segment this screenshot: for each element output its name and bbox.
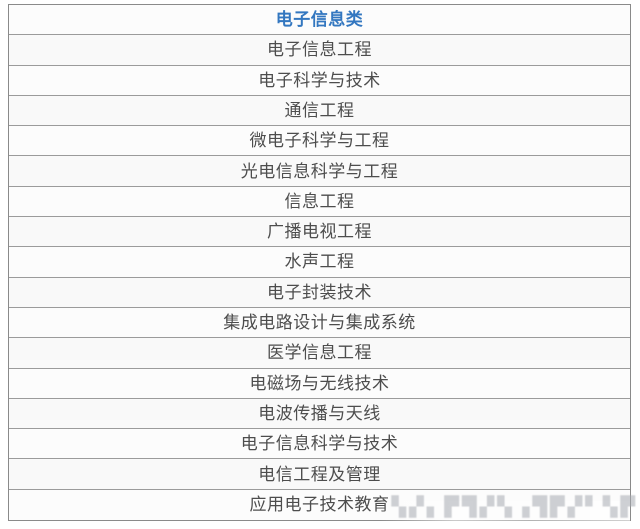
major-name: 电信工程及管理 — [258, 464, 381, 484]
table-row: 信息工程 — [9, 186, 630, 218]
table-row: 电子信息工程 — [9, 35, 630, 66]
majors-table: 电子信息类 电子信息工程 电子科学与技术 通信工程 微电子科学与工程 光电信息科… — [8, 4, 631, 521]
table-row: 电子封装技术 — [9, 277, 630, 308]
major-name: 广播电视工程 — [267, 222, 372, 242]
major-name: 医学信息工程 — [267, 343, 372, 363]
table-header-row: 电子信息类 — [9, 5, 630, 36]
table-row: 光电信息科学与工程 — [9, 156, 630, 187]
table-row: 水声工程 — [9, 247, 630, 278]
table-row: 电信工程及管理 — [9, 459, 630, 490]
major-name: 应用电子技术教育 — [249, 495, 390, 515]
major-name: 水声工程 — [284, 252, 355, 272]
major-name: 电磁场与无线技术 — [249, 373, 390, 393]
major-name: 光电信息科学与工程 — [240, 161, 399, 181]
major-name: 电波传播与天线 — [258, 403, 381, 423]
table-row: 医学信息工程 — [9, 338, 630, 369]
major-name: 通信工程 — [284, 101, 355, 121]
category-title: 电子信息类 — [275, 10, 364, 30]
major-name: 电子科学与技术 — [258, 70, 381, 90]
major-name: 电子信息工程 — [267, 40, 372, 60]
major-name: 微电子科学与工程 — [249, 131, 390, 151]
table-row: 广播电视工程 — [9, 217, 630, 248]
major-name: 电子封装技术 — [267, 282, 372, 302]
table-row: 电波传播与天线 — [9, 398, 630, 430]
major-name: 电子信息科学与技术 — [240, 434, 399, 454]
table-row: 集成电路设计与集成系统 — [9, 307, 630, 339]
major-name: 信息工程 — [284, 191, 355, 211]
major-name: 集成电路设计与集成系统 — [223, 313, 416, 333]
table-row: 微电子科学与工程 — [9, 126, 630, 157]
table-row: 通信工程 — [9, 95, 630, 127]
table-row: 电子信息科学与技术 — [9, 429, 630, 460]
table-row: 电子科学与技术 — [9, 65, 630, 96]
table-row: 电磁场与无线技术 — [9, 368, 630, 399]
table-row: 应用电子技术教育 — [9, 489, 630, 520]
